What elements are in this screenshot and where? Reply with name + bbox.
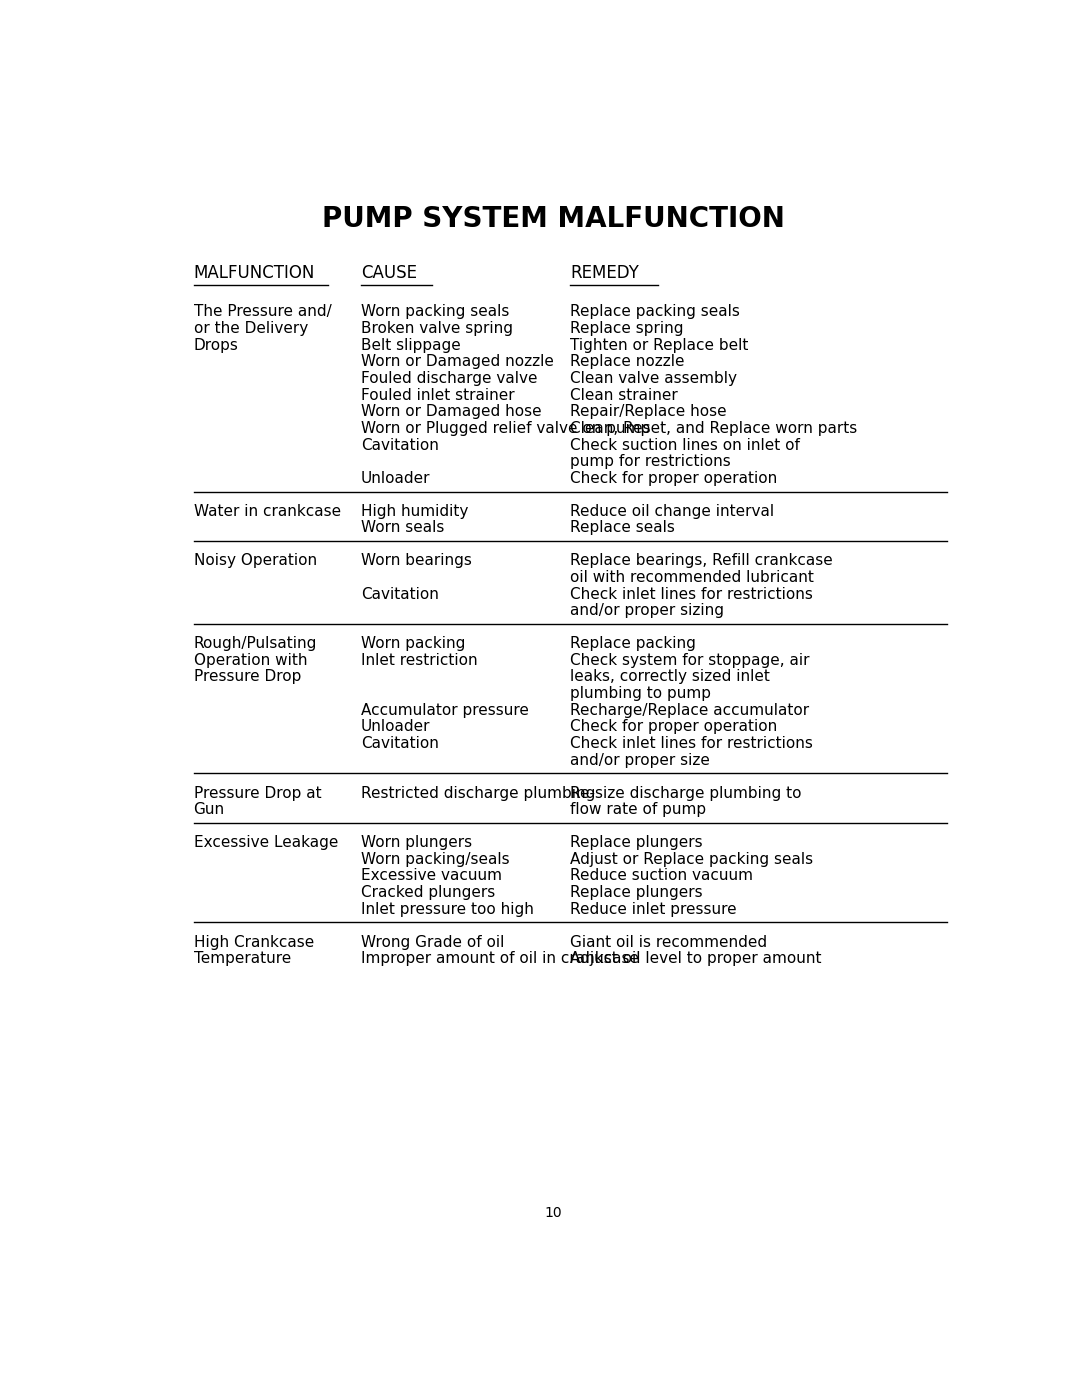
Text: Rough/Pulsating: Rough/Pulsating <box>193 636 316 651</box>
Text: Giant oil is recommended: Giant oil is recommended <box>570 935 768 950</box>
Text: Worn packing/seals: Worn packing/seals <box>361 852 510 866</box>
Text: Gun: Gun <box>193 802 225 817</box>
Text: Re-size discharge plumbing to: Re-size discharge plumbing to <box>570 785 801 800</box>
Text: Operation with: Operation with <box>193 652 307 668</box>
Text: Check for proper operation: Check for proper operation <box>570 471 778 486</box>
Text: Recharge/Replace accumulator: Recharge/Replace accumulator <box>570 703 809 718</box>
Text: Check inlet lines for restrictions: Check inlet lines for restrictions <box>570 736 813 752</box>
Text: Drops: Drops <box>193 338 239 352</box>
Text: High Crankcase: High Crankcase <box>193 935 314 950</box>
Text: Cavitation: Cavitation <box>361 587 438 602</box>
Text: Unloader: Unloader <box>361 719 431 735</box>
Text: Unloader: Unloader <box>361 471 431 486</box>
Text: Excessive vacuum: Excessive vacuum <box>361 869 502 883</box>
Text: Pressure Drop at: Pressure Drop at <box>193 785 321 800</box>
Text: Clean strainer: Clean strainer <box>570 387 678 402</box>
Text: High humidity: High humidity <box>361 504 469 518</box>
Text: Adjust oil level to proper amount: Adjust oil level to proper amount <box>570 951 822 967</box>
Text: Worn or Damaged hose: Worn or Damaged hose <box>361 404 541 419</box>
Text: Check system for stoppage, air: Check system for stoppage, air <box>570 652 810 668</box>
Text: Worn bearings: Worn bearings <box>361 553 472 569</box>
Text: Replace plungers: Replace plungers <box>570 835 703 851</box>
Text: Wrong Grade of oil: Wrong Grade of oil <box>361 935 504 950</box>
Text: Inlet restriction: Inlet restriction <box>361 652 477 668</box>
Text: Worn or Damaged nozzle: Worn or Damaged nozzle <box>361 355 554 369</box>
Text: Reduce suction vacuum: Reduce suction vacuum <box>570 869 753 883</box>
Text: Accumulator pressure: Accumulator pressure <box>361 703 529 718</box>
Text: Replace nozzle: Replace nozzle <box>570 355 685 369</box>
Text: Replace bearings, Refill crankcase: Replace bearings, Refill crankcase <box>570 553 833 569</box>
Text: oil with recommended lubricant: oil with recommended lubricant <box>570 570 814 585</box>
Text: Worn packing: Worn packing <box>361 636 465 651</box>
Text: Excessive Leakage: Excessive Leakage <box>193 835 338 851</box>
Text: Worn seals: Worn seals <box>361 521 444 535</box>
Text: Replace seals: Replace seals <box>570 521 675 535</box>
Text: Worn or Plugged relief valve on pump: Worn or Plugged relief valve on pump <box>361 420 650 436</box>
Text: Improper amount of oil in crankcase: Improper amount of oil in crankcase <box>361 951 639 967</box>
Text: Temperature: Temperature <box>193 951 291 967</box>
Text: flow rate of pump: flow rate of pump <box>570 802 706 817</box>
Text: Worn packing seals: Worn packing seals <box>361 305 510 320</box>
Text: and/or proper size: and/or proper size <box>570 753 711 768</box>
Text: Inlet pressure too high: Inlet pressure too high <box>361 902 534 916</box>
Text: and/or proper sizing: and/or proper sizing <box>570 604 725 619</box>
Text: Replace packing seals: Replace packing seals <box>570 305 740 320</box>
Text: Reduce inlet pressure: Reduce inlet pressure <box>570 902 737 916</box>
Text: Noisy Operation: Noisy Operation <box>193 553 316 569</box>
Text: Adjust or Replace packing seals: Adjust or Replace packing seals <box>570 852 813 866</box>
Text: Cracked plungers: Cracked plungers <box>361 886 496 900</box>
Text: Cavitation: Cavitation <box>361 736 438 752</box>
Text: Replace packing: Replace packing <box>570 636 697 651</box>
Text: plumbing to pump: plumbing to pump <box>570 686 712 701</box>
Text: Water in crankcase: Water in crankcase <box>193 504 340 518</box>
Text: Fouled inlet strainer: Fouled inlet strainer <box>361 387 514 402</box>
Text: Tighten or Replace belt: Tighten or Replace belt <box>570 338 748 352</box>
Text: 10: 10 <box>544 1206 563 1220</box>
Text: Clean, Reset, and Replace worn parts: Clean, Reset, and Replace worn parts <box>570 420 858 436</box>
Text: leaks, correctly sized inlet: leaks, correctly sized inlet <box>570 669 770 685</box>
Text: Fouled discharge valve: Fouled discharge valve <box>361 372 538 386</box>
Text: PUMP SYSTEM MALFUNCTION: PUMP SYSTEM MALFUNCTION <box>322 205 785 233</box>
Text: Reduce oil change interval: Reduce oil change interval <box>570 504 774 518</box>
Text: Clean valve assembly: Clean valve assembly <box>570 372 738 386</box>
Text: or the Delivery: or the Delivery <box>193 321 308 335</box>
Text: Worn plungers: Worn plungers <box>361 835 472 851</box>
Text: Restricted discharge plumbing: Restricted discharge plumbing <box>361 785 595 800</box>
Text: Pressure Drop: Pressure Drop <box>193 669 301 685</box>
Text: Replace spring: Replace spring <box>570 321 684 335</box>
Text: MALFUNCTION: MALFUNCTION <box>193 264 315 282</box>
Text: REMEDY: REMEDY <box>570 264 639 282</box>
Text: Replace plungers: Replace plungers <box>570 886 703 900</box>
Text: Broken valve spring: Broken valve spring <box>361 321 513 335</box>
Text: Check suction lines on inlet of: Check suction lines on inlet of <box>570 437 800 453</box>
Text: Check inlet lines for restrictions: Check inlet lines for restrictions <box>570 587 813 602</box>
Text: CAUSE: CAUSE <box>361 264 417 282</box>
Text: Cavitation: Cavitation <box>361 437 438 453</box>
Text: pump for restrictions: pump for restrictions <box>570 454 731 469</box>
Text: The Pressure and/: The Pressure and/ <box>193 305 332 320</box>
Text: Belt slippage: Belt slippage <box>361 338 461 352</box>
Text: Check for proper operation: Check for proper operation <box>570 719 778 735</box>
Text: Repair/Replace hose: Repair/Replace hose <box>570 404 727 419</box>
